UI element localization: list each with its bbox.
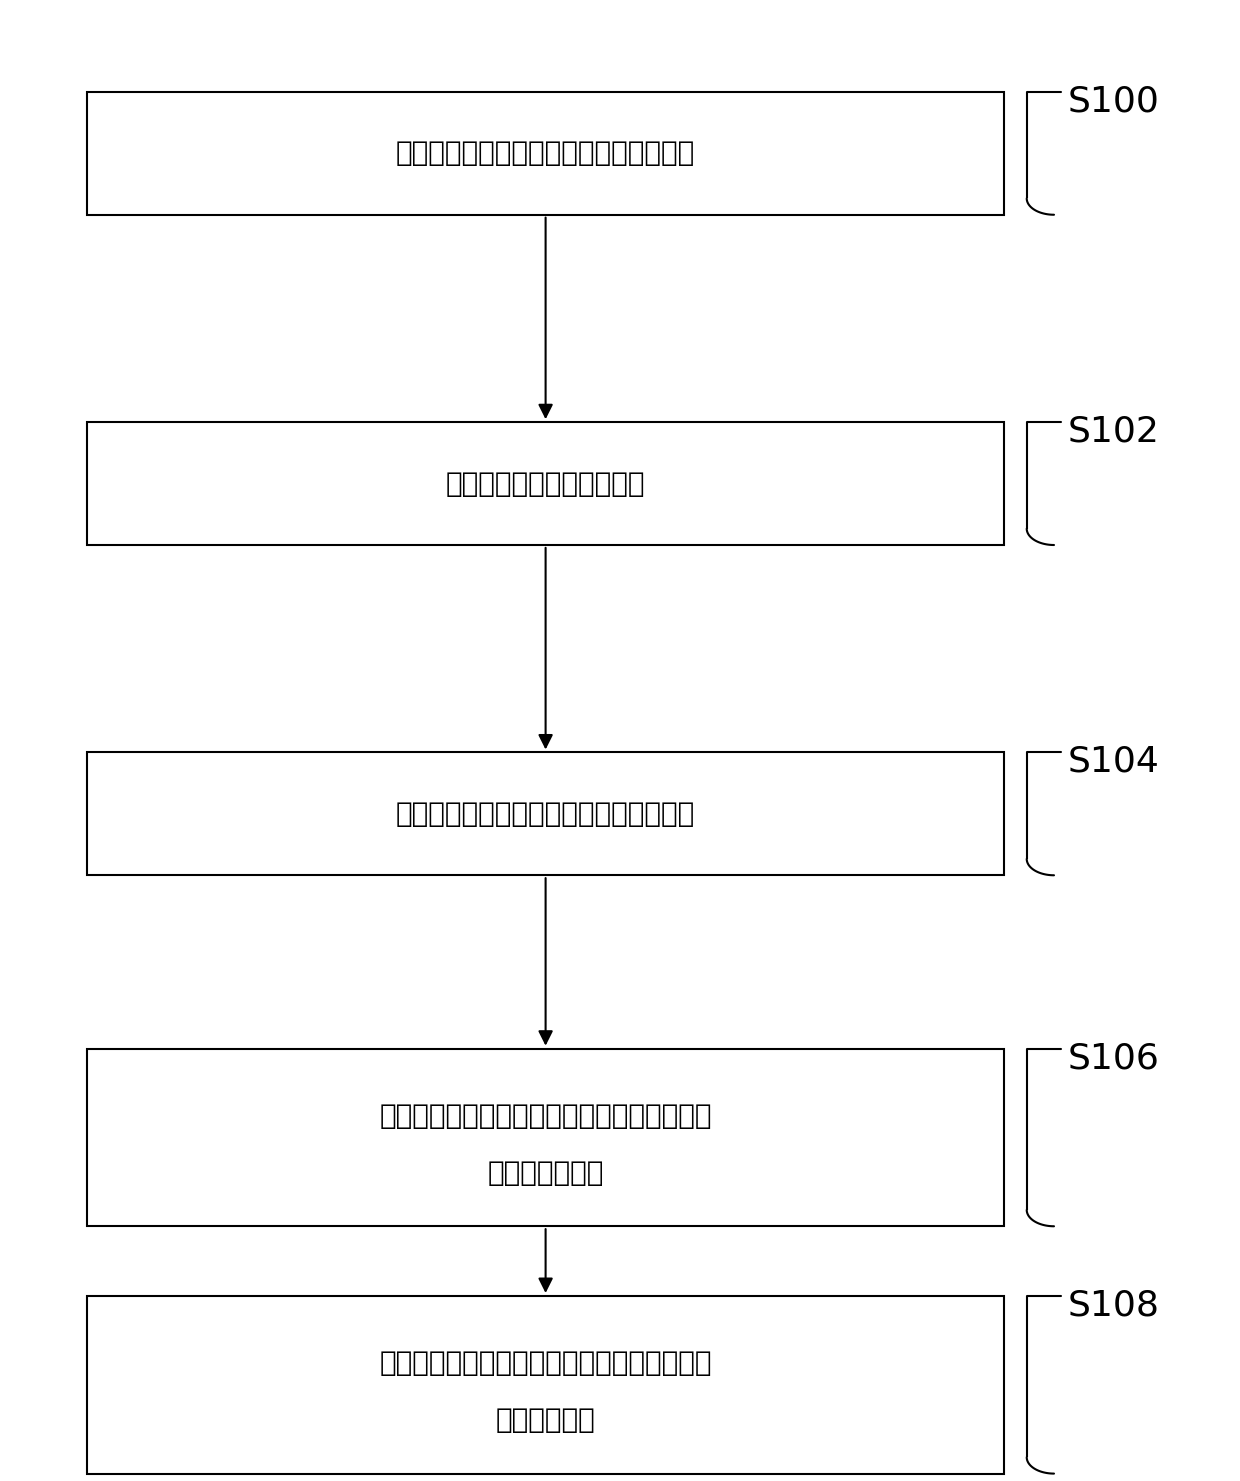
Text: S104: S104 xyxy=(1068,745,1159,779)
Text: 获取超声速噴管扩张段内型面的设计参数: 获取超声速噴管扩张段内型面的设计参数 xyxy=(396,139,696,167)
Text: 将所述计算条件和设计参数代入五次多项式中: 将所述计算条件和设计参数代入五次多项式中 xyxy=(379,1102,712,1130)
Text: S106: S106 xyxy=(1068,1041,1159,1075)
Text: 根据设计参数确定前段圆弧: 根据设计参数确定前段圆弧 xyxy=(446,469,645,498)
Text: S108: S108 xyxy=(1068,1288,1159,1323)
Bar xyxy=(87,422,1004,545)
Bar xyxy=(87,752,1004,875)
Text: S100: S100 xyxy=(1068,84,1159,118)
Bar xyxy=(87,1296,1004,1474)
Bar xyxy=(87,1049,1004,1226)
Text: ，得到后段曲线: ，得到后段曲线 xyxy=(487,1160,604,1186)
Text: S102: S102 xyxy=(1068,415,1159,449)
Bar xyxy=(87,92,1004,215)
Text: 设置五次多项式和五次多项式的计算条件: 设置五次多项式和五次多项式的计算条件 xyxy=(396,800,696,828)
Text: 根据所述前段圆弧和所述后段曲线，得到扩张: 根据所述前段圆弧和所述后段曲线，得到扩张 xyxy=(379,1349,712,1377)
Text: 段内型面曲线: 段内型面曲线 xyxy=(496,1407,595,1434)
